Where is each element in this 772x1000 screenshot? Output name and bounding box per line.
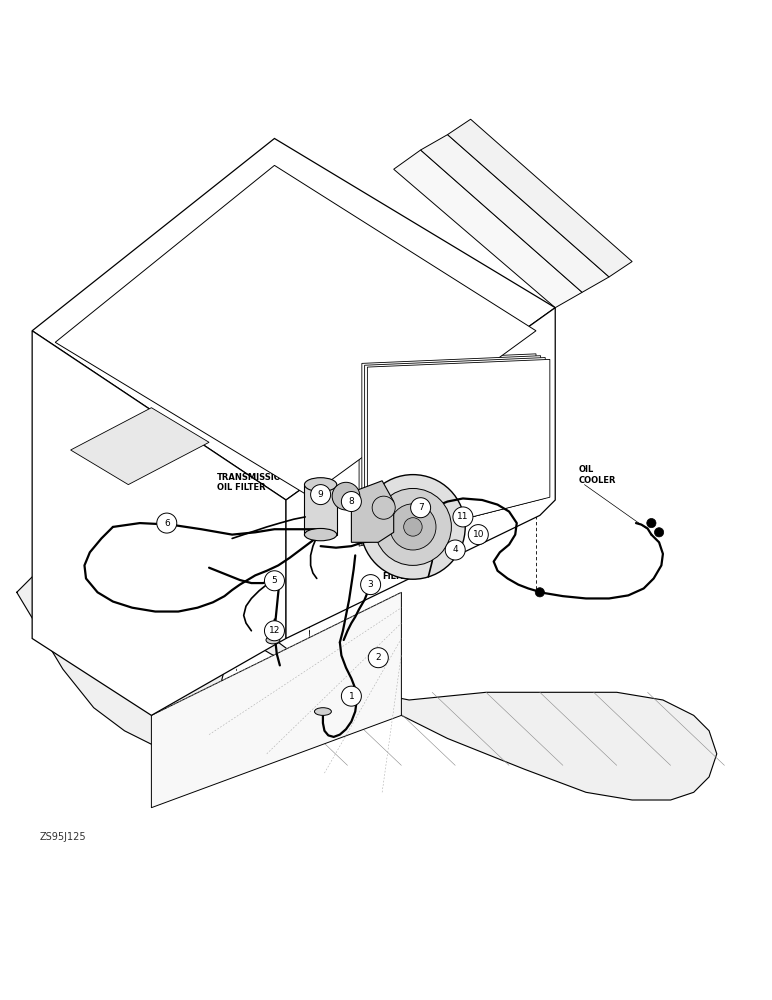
Polygon shape: [448, 119, 632, 277]
Polygon shape: [32, 331, 286, 715]
Polygon shape: [364, 358, 545, 544]
Polygon shape: [56, 165, 536, 496]
Polygon shape: [286, 308, 555, 638]
Polygon shape: [304, 485, 337, 535]
Ellipse shape: [266, 636, 279, 644]
Circle shape: [332, 482, 360, 510]
Circle shape: [310, 485, 330, 505]
Polygon shape: [17, 577, 225, 746]
Text: 9: 9: [318, 490, 323, 499]
Polygon shape: [351, 481, 394, 542]
Text: SUCTION
FILTER: SUCTION FILTER: [382, 562, 424, 581]
Circle shape: [411, 498, 431, 518]
Text: ZS95J125: ZS95J125: [40, 832, 86, 842]
Circle shape: [368, 648, 388, 668]
Circle shape: [404, 518, 422, 536]
Circle shape: [374, 488, 452, 565]
Polygon shape: [32, 138, 555, 500]
Polygon shape: [70, 408, 209, 485]
Text: 8: 8: [348, 497, 354, 506]
Polygon shape: [421, 135, 609, 292]
Text: PRESSURE
SENSING
VALVE: PRESSURE SENSING VALVE: [285, 436, 334, 465]
Text: 1: 1: [348, 692, 354, 701]
Polygon shape: [217, 608, 716, 800]
Text: 10: 10: [472, 530, 484, 539]
Circle shape: [647, 518, 656, 528]
Text: TRANSMISSION
OIL FILTER: TRANSMISSION OIL FILTER: [217, 473, 289, 492]
Text: 2: 2: [375, 653, 381, 662]
Ellipse shape: [304, 478, 337, 492]
Circle shape: [390, 504, 436, 550]
Circle shape: [341, 686, 361, 706]
Circle shape: [157, 513, 177, 533]
Polygon shape: [359, 354, 536, 546]
Circle shape: [372, 496, 395, 519]
Ellipse shape: [304, 528, 337, 541]
Circle shape: [469, 525, 489, 545]
Text: OIL
COOLER: OIL COOLER: [578, 465, 616, 485]
Text: RELIEF
VALVE: RELIEF VALVE: [378, 454, 410, 473]
Circle shape: [535, 588, 544, 597]
Polygon shape: [151, 592, 401, 808]
Text: 4: 4: [452, 545, 458, 554]
Text: 3: 3: [367, 580, 374, 589]
Circle shape: [265, 571, 284, 591]
Text: TORQUE
CONVERTER: TORQUE CONVERTER: [448, 454, 504, 473]
Circle shape: [341, 492, 361, 512]
Polygon shape: [362, 356, 540, 545]
Text: 5: 5: [272, 576, 277, 585]
Ellipse shape: [314, 708, 331, 715]
Circle shape: [361, 475, 466, 579]
Text: 6: 6: [164, 519, 170, 528]
Circle shape: [453, 507, 473, 527]
Circle shape: [445, 540, 466, 560]
Circle shape: [655, 528, 664, 537]
Circle shape: [361, 575, 381, 595]
Circle shape: [265, 621, 284, 641]
Polygon shape: [394, 150, 582, 308]
Text: 7: 7: [418, 503, 424, 512]
Polygon shape: [367, 359, 550, 543]
Text: 11: 11: [457, 512, 469, 521]
Text: 12: 12: [269, 626, 280, 635]
